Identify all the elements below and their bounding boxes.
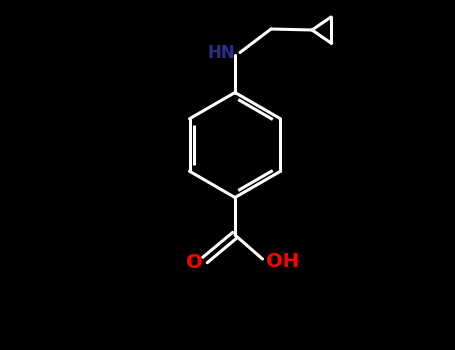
Text: HN: HN [207, 43, 235, 62]
Text: OH: OH [266, 252, 299, 271]
Text: O: O [186, 253, 202, 272]
